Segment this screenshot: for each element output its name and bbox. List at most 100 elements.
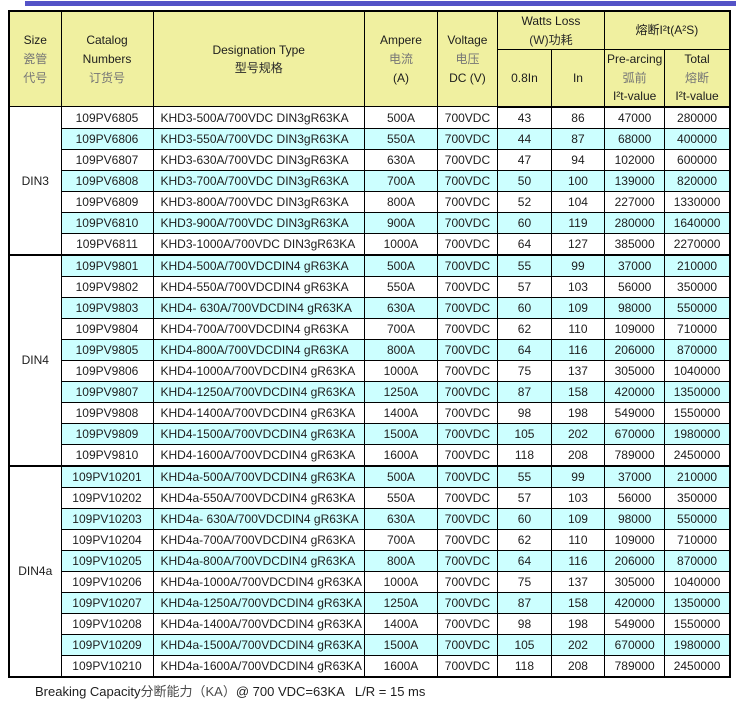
ampere-cell: 1000A <box>363 359 438 382</box>
watts-loss-08in-cell: 75 <box>496 570 552 593</box>
catalog-number-cell: 109PV9808 <box>60 401 154 424</box>
ampere-cell: 1000A <box>363 232 438 256</box>
total-i2t-cell: 710000 <box>664 528 731 551</box>
designation-type-cell: KHD3-800A/700VDC DIN3gR63KA <box>152 190 365 213</box>
watts-loss-08in-cell: 60 <box>496 211 552 234</box>
catalog-number-cell: 109PV10201 <box>60 464 154 488</box>
total-label-en: Total <box>684 52 710 67</box>
designation-type-cell: KHD4-800A/700VDCDIN4 gR63KA <box>152 338 365 361</box>
ampere-cell: 1400A <box>363 612 438 635</box>
watts-loss-in-cell: 110 <box>550 317 605 340</box>
watts-loss-08in-cell: 105 <box>496 633 552 656</box>
ampere-cell: 550A <box>363 486 438 509</box>
watts-loss-08in-cell: 60 <box>496 507 552 530</box>
designation-type-cell: KHD4-1400A/700VDCDIN4 gR63KA <box>152 401 365 424</box>
catalog-number-cell: 109PV10208 <box>60 612 154 635</box>
watts-loss-in-cell: 158 <box>550 380 605 403</box>
ampere-cell: 800A <box>363 338 438 361</box>
watts-loss-in-cell: 198 <box>550 612 605 635</box>
designation-label-en: Designation Type <box>212 42 305 57</box>
watts-loss-in-cell: 137 <box>550 570 605 593</box>
designation-type-cell: KHD4-700A/700VDCDIN4 gR63KA <box>152 317 365 340</box>
total-i2t-cell: 350000 <box>664 486 731 509</box>
watts-loss-in-cell: 208 <box>550 443 605 467</box>
ampere-cell: 800A <box>363 190 438 213</box>
voltage-cell: 700VDC <box>436 528 498 551</box>
watts-loss-08in-cell: 47 <box>496 148 552 171</box>
voltage-cell: 700VDC <box>436 359 498 382</box>
voltage-cell: 700VDC <box>436 317 498 340</box>
catalog-number-cell: 109PV10203 <box>60 507 154 530</box>
watts-loss-in-cell: 99 <box>550 253 605 277</box>
size-label-en: Size <box>23 33 47 48</box>
col-header-in: In <box>550 49 605 108</box>
watts-loss-in-cell: 86 <box>550 106 605 129</box>
pre-arcing-i2t-cell: 47000 <box>603 106 666 129</box>
table-row: 109PV6807 KHD3-630A/700VDC DIN3gR63KA 630A… <box>9 148 731 171</box>
table-row: 109PV10205 KHD4a-800A/700VDCDIN4 gR63KA 80… <box>9 549 731 572</box>
designation-type-cell: KHD4a-800A/700VDCDIN4 gR63KA <box>152 549 365 572</box>
designation-type-cell: KHD4a-1600A/700VDCDIN4 gR63KA <box>152 654 365 678</box>
table-row: 109PV6808 KHD3-700A/700VDC DIN3gR63KA 700A… <box>9 169 731 192</box>
voltage-cell: 700VDC <box>436 232 498 256</box>
breaking-capacity-note-en2: @ 700 VDC=63KA L/R = 15 ms <box>235 684 426 699</box>
voltage-cell: 700VDC <box>436 507 498 530</box>
ampere-cell: 1400A <box>363 401 438 424</box>
ampere-cell: 550A <box>363 127 438 150</box>
pre-arcing-label-cn: 弧前 <box>622 70 647 85</box>
total-i2t-cell: 400000 <box>664 127 731 150</box>
pre-arcing-i2t-cell: 789000 <box>603 654 666 678</box>
watts-loss-08in-cell: 44 <box>496 127 552 150</box>
voltage-cell: 700VDC <box>436 633 498 656</box>
pre-arcing-i2t-cell: 56000 <box>603 275 666 298</box>
voltage-cell: 700VDC <box>436 401 498 424</box>
watts-loss-08in-cell: 64 <box>496 232 552 256</box>
table-row: DIN4 109PV9801 KHD4-500A/700VDCDIN4 gR63KA… <box>8 253 731 467</box>
total-i2t-cell: 1350000 <box>664 591 731 614</box>
pre-arcing-i2t-cell: 98000 <box>603 296 666 319</box>
ampere-cell: 500A <box>363 464 438 488</box>
watts-loss-in-cell: 158 <box>550 591 605 614</box>
total-i2t-cell: 550000 <box>664 507 731 530</box>
voltage-cell: 700VDC <box>436 654 498 678</box>
designation-type-cell: KHD3-550A/700VDC DIN3gR63KA <box>152 127 365 150</box>
designation-type-cell: KHD4-1250A/700VDCDIN4 gR63KA <box>152 380 365 403</box>
pre-arcing-label-val: I²t-value <box>612 89 657 104</box>
designation-type-cell: KHD3-900A/700VDC DIN3gR63KA <box>152 211 365 234</box>
total-i2t-cell: 210000 <box>664 464 731 488</box>
watts-loss-08in-cell: 87 <box>496 380 552 403</box>
designation-type-cell: KHD4a-1500A/700VDCDIN4 gR63KA <box>152 633 365 656</box>
watts-loss-08in-cell: 60 <box>496 296 552 319</box>
watts-loss-in-cell: 109 <box>550 296 605 319</box>
watts-loss-08in-cell: 52 <box>496 190 552 213</box>
ampere-cell: 700A <box>363 317 438 340</box>
size-group-label: DIN4 <box>8 253 62 467</box>
size-group-label: DIN4a <box>8 464 62 678</box>
catalog-number-cell: 109PV9801 <box>60 253 154 277</box>
breaking-capacity-note-en1: Breaking Capacity <box>35 684 141 699</box>
ampere-cell: 1250A <box>363 591 438 614</box>
designation-type-cell: KHD4-500A/700VDCDIN4 gR63KA <box>152 253 365 277</box>
watts-loss-08in-cell: 75 <box>496 359 552 382</box>
breaking-capacity-note-cn: 分断能力（KA） <box>140 684 236 699</box>
ampere-label-cn: 电流 <box>388 51 413 66</box>
total-i2t-cell: 710000 <box>664 317 731 340</box>
designation-type-cell: KHD4a-550A/700VDCDIN4 gR63KA <box>152 486 365 509</box>
table-row: 109PV6810 KHD3-900A/700VDC DIN3gR63KA 900A… <box>9 211 731 234</box>
breaking-capacity-note: Breaking Capacity分断能力（KA）@ 700 VDC=63KA … <box>35 681 425 700</box>
designation-type-cell: KHD3-1000A/700VDC DIN3gR63KA <box>152 232 365 256</box>
catalog-number-cell: 109PV10205 <box>60 549 154 572</box>
ampere-cell: 630A <box>363 148 438 171</box>
designation-type-cell: KHD3-500A/700VDC DIN3gR63KA <box>152 106 365 129</box>
voltage-cell: 700VDC <box>436 148 498 171</box>
col-header-08in: 0.8In <box>496 49 552 108</box>
designation-type-cell: KHD4-1600A/700VDCDIN4 gR63KA <box>152 443 365 467</box>
total-i2t-cell: 870000 <box>664 338 731 361</box>
ampere-cell: 700A <box>363 528 438 551</box>
ampere-cell: 1600A <box>363 654 438 678</box>
voltage-cell: 700VDC <box>436 169 498 192</box>
total-i2t-cell: 600000 <box>664 148 731 171</box>
pre-arcing-i2t-cell: 420000 <box>603 380 666 403</box>
watts-loss-in-cell: 198 <box>550 401 605 424</box>
table-row: 109PV9804 KHD4-700A/700VDCDIN4 gR63KA 700A… <box>9 317 731 340</box>
